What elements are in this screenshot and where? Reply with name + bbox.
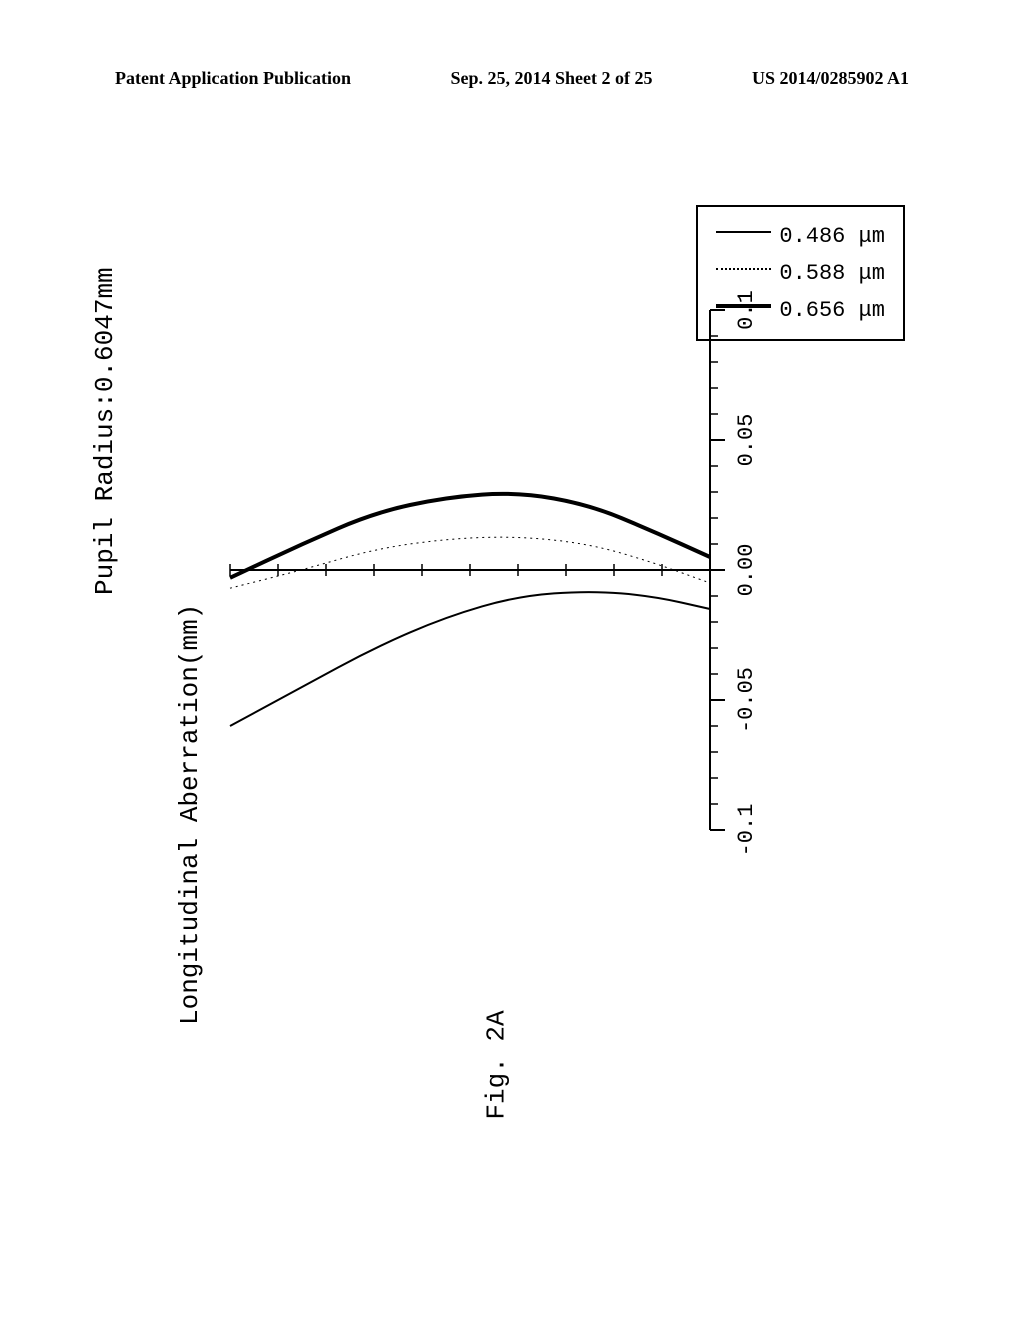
chart-title-bottom: Longitudinal Aberration(mm) bbox=[175, 604, 205, 1025]
chart-svg: -0.1 -0.05 0.00 0.05 0.1 bbox=[150, 210, 880, 950]
header-center: Sep. 25, 2014 Sheet 2 of 25 bbox=[451, 68, 653, 89]
svg-text:-0.05: -0.05 bbox=[734, 667, 759, 733]
svg-text:0.00: 0.00 bbox=[734, 544, 759, 597]
chart-area: Pupil Radius:0.6047mm 0.486 μm 0.588 μm … bbox=[150, 210, 880, 950]
figure-caption: Fig. 2A bbox=[482, 1010, 512, 1119]
svg-text:0.1: 0.1 bbox=[734, 290, 759, 330]
svg-text:0.05: 0.05 bbox=[734, 414, 759, 467]
header-right: US 2014/0285902 A1 bbox=[752, 68, 909, 89]
page-header: Patent Application Publication Sep. 25, … bbox=[0, 68, 1024, 89]
chart-title-top: Pupil Radius:0.6047mm bbox=[90, 267, 120, 595]
chart-container: Pupil Radius:0.6047mm 0.486 μm 0.588 μm … bbox=[150, 210, 880, 950]
svg-text:-0.1: -0.1 bbox=[734, 804, 759, 857]
header-left: Patent Application Publication bbox=[115, 68, 351, 89]
